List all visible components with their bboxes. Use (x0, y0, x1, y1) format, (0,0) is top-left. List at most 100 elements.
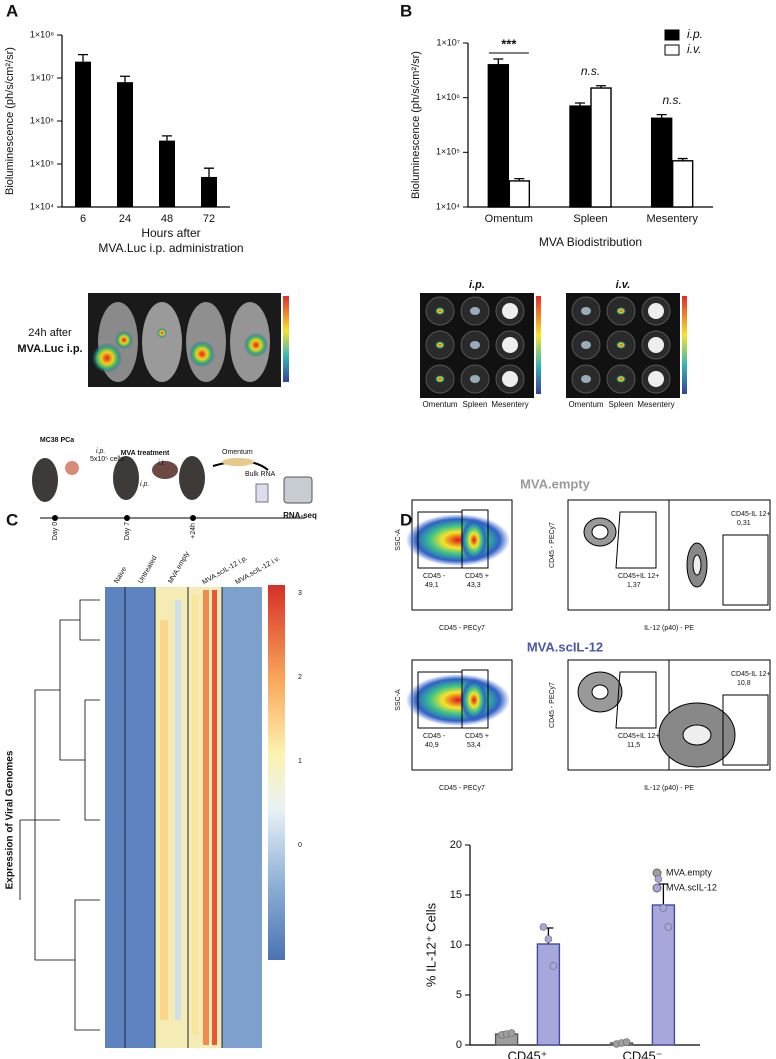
organ (616, 341, 626, 349)
organ-label: Spleen (609, 400, 634, 409)
flow-label: 0,31 (737, 520, 751, 527)
flow-label: CD45 - (423, 573, 446, 580)
image-caption: 24h after (28, 327, 72, 339)
y-tick-label: 1×10⁵ (30, 158, 54, 168)
gate (722, 534, 769, 606)
schematic-label: i.p. (96, 448, 105, 455)
flow-label: CD45 - PECy7 (549, 682, 556, 728)
panel-label: D (400, 510, 412, 529)
error-bar (493, 58, 504, 65)
flow-label: CD45+IL 12+ (618, 733, 659, 740)
schematic-label: MVA treatment (121, 450, 170, 457)
y-tick-label: 1×10⁷ (436, 37, 460, 47)
x-tick-label: Omentum (485, 213, 533, 225)
gate (461, 669, 489, 729)
density (460, 518, 488, 562)
y-tick-label: 5 (456, 989, 462, 1001)
flow-label: CD45 + (465, 733, 489, 740)
flow-label: 10,8 (737, 680, 751, 687)
flow-plots: SSC-A CD45 - PECy7 CD45 - 49,1 CD45 + 43,3 CD4… (395, 499, 771, 792)
flow-label: CD45-IL 12+ (731, 671, 771, 678)
y-tick-label: 1×10⁴ (30, 201, 54, 211)
y-axis-label: Bioluminescence (ph/s/cm²/sr) (410, 51, 422, 199)
flow-label: 43,3 (467, 582, 481, 589)
organ-label: Mesentery (491, 400, 528, 409)
bar (75, 61, 91, 208)
bar (590, 87, 612, 208)
schematic-label: i.t. (158, 460, 165, 467)
error-bar (120, 75, 130, 83)
x-tick-label: 48 (161, 213, 173, 225)
panel-label: A (6, 1, 18, 20)
organ (435, 375, 445, 383)
x-axis-label: MVA.Luc i.p. administration (98, 241, 243, 255)
error-bar (658, 883, 669, 905)
legend-label: i.p. (687, 27, 703, 41)
contour (591, 524, 609, 540)
organ (648, 337, 664, 353)
x-tick-label: 72 (203, 213, 215, 225)
bar (159, 140, 175, 207)
data-point (659, 904, 668, 912)
flow-label: CD45 - PECy7 (549, 522, 556, 568)
y-tick-label: 15 (450, 889, 462, 901)
panel-label: B (400, 1, 412, 20)
contour (692, 554, 702, 576)
y-axis-label: Bioluminescence (ph/s/cm²/sr) (4, 47, 16, 195)
gate (615, 671, 657, 729)
x-axis-label: Hours after (141, 226, 200, 240)
data-point (654, 875, 663, 883)
row-title: MVA.scIL-12 (527, 639, 603, 654)
flow-label: IL-12 (p40) - PE (644, 785, 694, 792)
organ (648, 371, 664, 387)
colorbar-tick: 2 (298, 674, 302, 681)
error-bar (204, 167, 214, 177)
organ (648, 303, 664, 319)
flow-label: SSC-A (395, 529, 402, 551)
flow-label: 1,37 (627, 582, 641, 589)
x-axis-label: MVA Biodistribution (539, 235, 642, 249)
image-title: i.v. (616, 279, 631, 291)
colorbar-tick: 1 (298, 758, 302, 765)
flow-label: CD45 - (423, 733, 446, 740)
organ (502, 303, 518, 319)
bar (201, 176, 217, 207)
annotation: n.s. (662, 93, 681, 107)
bar (650, 117, 673, 208)
y-tick-label: 1×10⁶ (436, 92, 460, 102)
colorbar (536, 296, 541, 394)
schematic-label: 5x10⁵ cells (90, 456, 125, 463)
organ (435, 307, 445, 315)
bar (536, 943, 561, 1046)
organ-label: Mesentery (637, 400, 674, 409)
flow-label: CD45-IL 12+ (731, 511, 771, 518)
row-title: MVA.empty (520, 476, 591, 491)
y-tick-label: 1×10⁴ (436, 201, 460, 211)
bar (487, 64, 510, 208)
legend-swatch (664, 44, 680, 56)
flow-label: SSC-A (395, 689, 402, 711)
organ (502, 337, 518, 353)
x-tick-label: 6 (80, 213, 86, 225)
density (406, 674, 510, 726)
flow-label: CD45 - PECy7 (439, 625, 485, 632)
schematic-label: Omentum (222, 449, 253, 456)
data-point (549, 962, 558, 970)
column-label: MVA.empty (167, 550, 191, 585)
bar (117, 82, 133, 207)
organ (435, 341, 445, 349)
organ (470, 307, 480, 315)
y-tick-label: 1×10⁶ (30, 115, 54, 125)
organ (616, 307, 626, 315)
contour (591, 684, 609, 700)
flow-label: 53,4 (467, 742, 481, 749)
flow-label: CD45 - PECy7 (439, 785, 485, 792)
flow-label: IL-12 (p40) - PE (644, 625, 694, 632)
colorbar-tick: 0 (298, 842, 302, 849)
x-tick-label: CD45⁺ (507, 1048, 547, 1059)
y-tick-label: 1×10⁵ (436, 147, 460, 157)
column-label: Untreated (137, 555, 158, 585)
data-point (622, 1038, 631, 1046)
bioluminescence-image (88, 293, 289, 387)
density (460, 678, 488, 722)
